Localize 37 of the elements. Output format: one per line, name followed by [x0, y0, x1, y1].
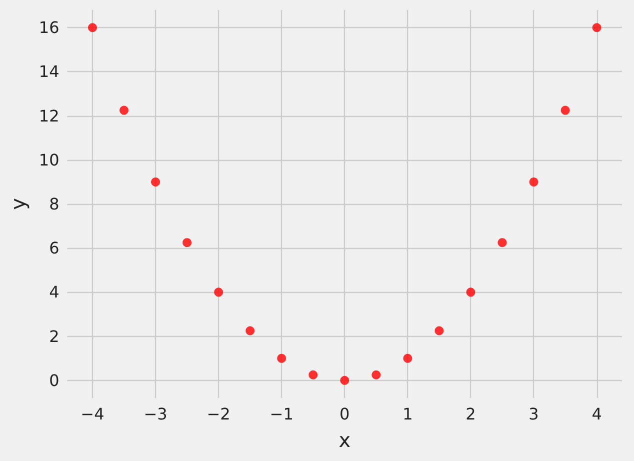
- y-tick-label: 10: [38, 150, 60, 170]
- point: [560, 106, 570, 115]
- x-axis-title: x: [338, 428, 351, 452]
- point: [308, 370, 318, 380]
- point: [498, 238, 507, 248]
- x-tick-label: 1: [402, 404, 413, 424]
- y-tick-label: 14: [38, 62, 60, 82]
- point: [277, 354, 286, 363]
- x-tick-label: −1: [270, 404, 294, 424]
- y-tick-label: 16: [38, 18, 60, 38]
- y-tick-label: 6: [49, 238, 60, 258]
- y-tick-label: 12: [38, 106, 60, 126]
- point: [529, 177, 538, 186]
- y-tick-label: 0: [49, 370, 60, 390]
- point: [182, 238, 192, 248]
- x-tick-label: −4: [80, 404, 104, 424]
- point: [151, 177, 160, 186]
- point: [403, 354, 412, 363]
- y-tick-label: 8: [49, 194, 60, 214]
- y-tick-label: 2: [49, 326, 60, 346]
- point: [466, 288, 476, 297]
- x-tick-label: 2: [466, 404, 476, 424]
- point: [434, 326, 444, 336]
- x-tick-label: 0: [340, 404, 350, 424]
- point: [340, 376, 350, 385]
- y-tick-label: 4: [49, 282, 60, 302]
- x-tick-label: −2: [206, 404, 230, 424]
- point: [246, 326, 255, 336]
- x-tick-label: 3: [528, 404, 539, 424]
- x-tick-label: −3: [144, 404, 168, 424]
- point: [372, 370, 381, 380]
- point: [592, 23, 602, 32]
- point: [88, 23, 97, 32]
- point: [214, 288, 224, 297]
- y-axis-title: y: [6, 198, 30, 210]
- x-tick-label: 4: [592, 404, 602, 424]
- point: [120, 106, 128, 115]
